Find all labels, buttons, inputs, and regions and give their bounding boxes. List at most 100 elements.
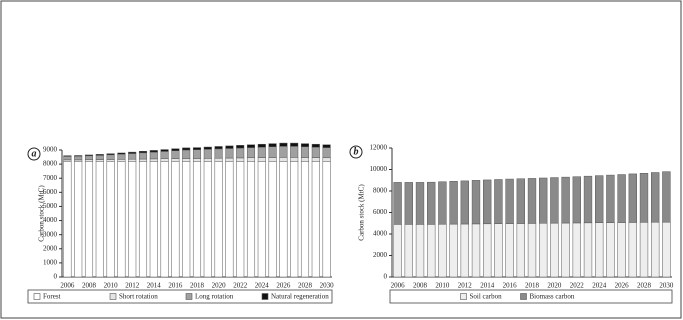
bar-segment bbox=[572, 222, 581, 278]
bar-segment bbox=[561, 176, 570, 224]
bar-segment bbox=[63, 161, 72, 278]
y-tick-label: 8000 bbox=[43, 160, 58, 168]
bar-segment bbox=[214, 161, 223, 278]
bar-segment bbox=[160, 158, 169, 162]
bar-segment bbox=[117, 161, 126, 278]
bar-segment bbox=[460, 180, 469, 225]
x-tick-label: 2008 bbox=[413, 282, 428, 290]
bar-segment bbox=[138, 158, 148, 162]
x-tick-label: 2012 bbox=[458, 282, 473, 290]
bar-segment bbox=[225, 157, 234, 162]
bar-segment bbox=[449, 181, 458, 225]
x-tick-label: 2026 bbox=[276, 282, 291, 290]
bar-segment bbox=[527, 178, 537, 224]
bar-segment bbox=[236, 147, 245, 159]
bar-segment bbox=[628, 173, 637, 223]
y-tick-label: 3000 bbox=[43, 230, 58, 238]
panel-label: b bbox=[354, 146, 359, 157]
bar-segment bbox=[639, 173, 649, 223]
bar-segment bbox=[117, 153, 126, 160]
bar-segment bbox=[471, 223, 481, 278]
bar-segment bbox=[138, 152, 148, 160]
bar-segment bbox=[203, 161, 212, 278]
bar-segment bbox=[128, 158, 137, 162]
bar-segment bbox=[539, 223, 548, 278]
bar-segment bbox=[438, 223, 447, 278]
bar-segment bbox=[106, 159, 115, 162]
legend-swatch bbox=[109, 293, 117, 300]
x-tick-label: 2022 bbox=[233, 282, 248, 290]
bar-segment bbox=[516, 223, 525, 278]
bar-segment bbox=[182, 161, 191, 278]
bar-segment bbox=[128, 161, 137, 278]
bar-segment bbox=[415, 224, 425, 278]
bar-segment bbox=[290, 142, 299, 147]
x-tick-label: 2010 bbox=[435, 282, 450, 290]
x-tick-label: 2016 bbox=[168, 282, 183, 290]
panel-badge bbox=[349, 145, 363, 159]
bar-segment bbox=[117, 159, 126, 162]
bar-segment bbox=[246, 144, 256, 148]
bar-segment bbox=[192, 147, 202, 150]
bar-segment bbox=[171, 158, 180, 162]
bar-segment bbox=[516, 178, 525, 224]
y-axis-label: Carbon stock (MtC) bbox=[38, 185, 46, 242]
x-tick-label: 2008 bbox=[82, 282, 97, 290]
bar-segment bbox=[225, 145, 234, 149]
y-tick-label: 2000 bbox=[373, 251, 388, 259]
bar-segment bbox=[257, 143, 266, 148]
x-tick-label: 2014 bbox=[147, 282, 162, 290]
bar-segment bbox=[606, 174, 615, 223]
x-tick-label: 2010 bbox=[104, 282, 119, 290]
legend-swatch bbox=[185, 293, 193, 300]
bar-segment bbox=[606, 222, 615, 278]
bar-segment bbox=[95, 159, 104, 162]
x-tick-label: 2028 bbox=[637, 282, 652, 290]
bar-segment bbox=[236, 161, 245, 278]
bar-segment bbox=[214, 157, 223, 162]
bar-segment bbox=[300, 161, 310, 278]
legend-box bbox=[27, 289, 333, 304]
x-tick-label: 2016 bbox=[503, 282, 518, 290]
bar-segment bbox=[128, 153, 137, 160]
y-tick-label: 6000 bbox=[43, 188, 58, 196]
y-tick-label: 0 bbox=[384, 273, 388, 281]
x-tick-label: 2020 bbox=[547, 282, 562, 290]
bar-segment bbox=[427, 181, 436, 225]
panel-label: a bbox=[32, 148, 37, 159]
legend-label: Biomass carbon bbox=[530, 293, 575, 301]
bar-segment bbox=[471, 180, 481, 225]
legend-swatch bbox=[261, 293, 269, 300]
bar-segment bbox=[182, 147, 191, 151]
x-tick-label: 2022 bbox=[570, 282, 585, 290]
bar-segment bbox=[483, 223, 492, 278]
x-tick-label: 2026 bbox=[615, 282, 630, 290]
bar-segment bbox=[63, 155, 72, 157]
bar-segment bbox=[74, 155, 83, 161]
x-tick-label: 2006 bbox=[391, 282, 406, 290]
bar-segment bbox=[95, 154, 104, 156]
bar-segment bbox=[550, 177, 559, 224]
bar-segment bbox=[246, 161, 256, 278]
bar-segment bbox=[290, 146, 299, 158]
bar-segment bbox=[279, 157, 288, 162]
bar-segment bbox=[415, 182, 425, 225]
bar-segment bbox=[246, 147, 256, 159]
bar-segment bbox=[539, 177, 548, 224]
legend-swatch bbox=[460, 293, 467, 300]
bar-segment bbox=[662, 221, 671, 278]
bar-segment bbox=[149, 161, 158, 278]
bar-segment bbox=[279, 146, 288, 158]
bar-segment bbox=[160, 151, 169, 159]
y-tick-label: 12000 bbox=[370, 144, 388, 152]
bar-segment bbox=[192, 149, 202, 159]
bar-segment bbox=[160, 161, 169, 278]
x-tick-label: 2018 bbox=[525, 282, 540, 290]
bar-segment bbox=[257, 157, 266, 162]
bar-segment bbox=[214, 146, 223, 150]
bar-segment bbox=[95, 161, 104, 278]
bar-segment bbox=[268, 161, 277, 278]
bar-segment bbox=[662, 171, 671, 223]
bar-segment bbox=[494, 179, 503, 224]
